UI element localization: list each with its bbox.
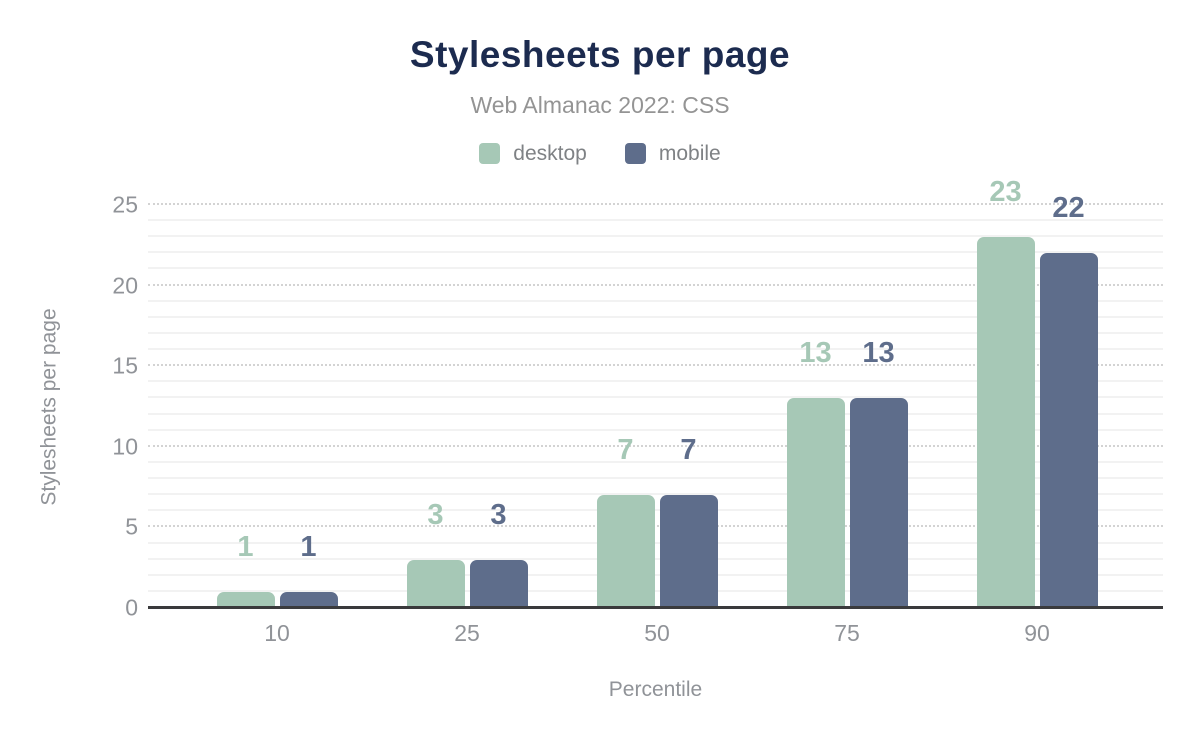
plot-area: 1 1 3 3 7 7 13 13 23 22 — [148, 178, 1163, 609]
gridline-major — [148, 444, 1163, 447]
bar-mobile-p50 — [659, 495, 718, 608]
x-tick-label-10: 10 — [264, 620, 290, 646]
x-tick-label-50: 50 — [644, 620, 670, 646]
gridline-major — [148, 364, 1163, 367]
value-label-mobile-p75: 13 — [862, 337, 895, 370]
y-axis-ticks: 0 5 10 15 20 25 — [60, 193, 138, 619]
legend-swatch-mobile — [624, 143, 646, 164]
bar-mobile-p75 — [849, 398, 908, 608]
y-tick-label-5: 5 — [125, 513, 138, 540]
gridline-minor — [148, 299, 1163, 302]
y-tick-label-25: 25 — [112, 191, 138, 218]
x-tick-label-75: 75 — [834, 620, 860, 646]
legend-item-desktop: desktop — [479, 143, 587, 164]
value-label-mobile-p25: 3 — [490, 498, 507, 531]
value-label-mobile-p90: 22 — [1052, 192, 1085, 225]
bar-desktop-p75 — [786, 398, 845, 608]
bar-desktop-p25 — [406, 559, 465, 608]
gridline-major — [148, 525, 1163, 528]
gridline-minor — [148, 331, 1163, 334]
gridline-minor — [148, 557, 1163, 560]
gridline-minor — [148, 460, 1163, 463]
x-tick-label-90: 90 — [1024, 620, 1050, 646]
chart-subtitle: Web Almanac 2022: CSS — [470, 92, 730, 118]
legend: desktop mobile — [0, 143, 1200, 164]
legend-label-desktop: desktop — [513, 142, 587, 165]
gridline-minor — [148, 380, 1163, 383]
legend-label-mobile: mobile — [658, 142, 721, 165]
x-axis-title: Percentile — [608, 678, 703, 701]
y-tick-label-10: 10 — [112, 433, 138, 460]
legend-item-mobile: mobile — [624, 142, 721, 165]
legend-swatch-desktop — [479, 143, 501, 164]
gridline-major — [148, 203, 1163, 205]
gridline-minor — [148, 251, 1163, 254]
gridline-minor — [148, 493, 1163, 496]
gridline-minor — [148, 267, 1163, 270]
gridline-minor — [148, 315, 1163, 318]
gridline-minor — [148, 573, 1163, 576]
value-label-mobile-p10: 1 — [300, 530, 317, 563]
bar-desktop-p10 — [216, 591, 275, 608]
gridline-minor — [148, 412, 1163, 415]
gridline-minor — [148, 477, 1163, 480]
bar-desktop-p50 — [596, 495, 655, 608]
y-tick-label-15: 15 — [112, 352, 138, 379]
gridline-minor — [148, 235, 1163, 238]
bar-mobile-p25 — [469, 559, 528, 608]
bar-mobile-p10 — [279, 591, 338, 608]
value-label-desktop-p90: 23 — [989, 176, 1022, 209]
x-axis-line — [148, 606, 1163, 609]
gridline-major — [148, 283, 1163, 286]
bar-mobile-p90 — [1039, 253, 1098, 608]
bar-desktop-p90 — [976, 237, 1035, 608]
chart-title: Stylesheets per page — [409, 34, 791, 75]
gridline-minor — [148, 589, 1163, 592]
gridline-minor — [148, 396, 1163, 399]
value-label-desktop-p50: 7 — [617, 434, 634, 467]
y-tick-label-20: 20 — [112, 272, 138, 299]
gridline-minor — [148, 541, 1163, 544]
gridline-minor — [148, 348, 1163, 351]
value-label-desktop-p75: 13 — [799, 337, 832, 370]
y-axis-title: Stylesheets per page — [38, 307, 62, 506]
value-label-desktop-p25: 3 — [427, 498, 444, 531]
gridline-minor — [148, 219, 1163, 222]
value-label-desktop-p10: 1 — [237, 530, 254, 563]
value-label-mobile-p50: 7 — [680, 434, 697, 467]
gridline-minor — [148, 509, 1163, 512]
x-tick-label-25: 25 — [454, 620, 480, 646]
y-tick-label-0: 0 — [125, 594, 138, 621]
gridline-minor — [148, 428, 1163, 431]
